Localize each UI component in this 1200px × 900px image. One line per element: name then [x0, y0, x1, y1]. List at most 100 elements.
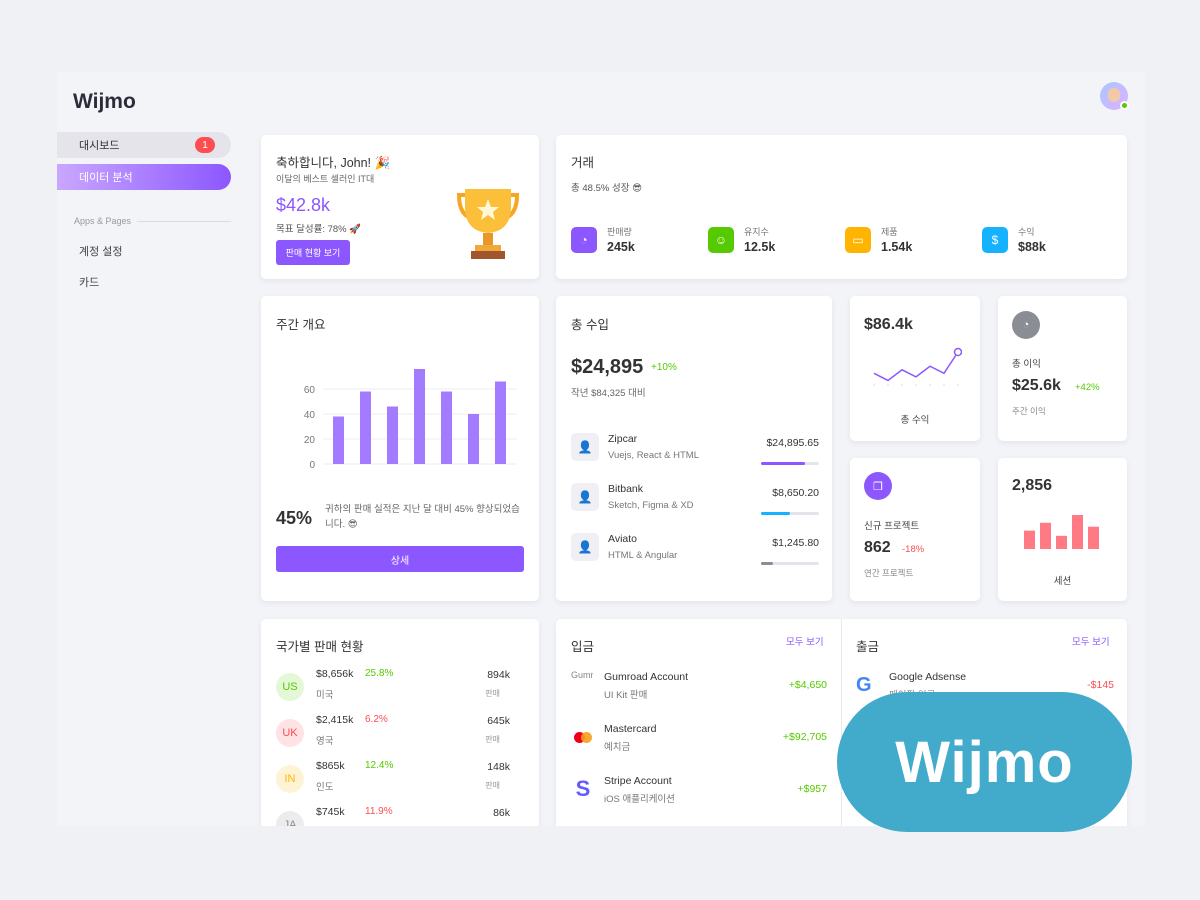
total-revenue-card: $86.4k 총 수익	[850, 296, 980, 441]
user-icon: 👤	[571, 483, 599, 511]
project-sub: 연간 프로젝트	[864, 568, 914, 578]
project-change: -18%	[902, 544, 925, 555]
copy-icon: ❐	[864, 472, 892, 500]
stat-value: 1.54k	[881, 240, 913, 254]
country-row: UK $2,415k 6.2% 영국 645k 판매	[276, 713, 524, 749]
country-change: 25.8%	[365, 668, 394, 679]
deposit-name: Gumroad Account	[604, 671, 689, 683]
y-tick-label: 0	[309, 460, 315, 471]
income-item: 👤 Aviato HTML & Angular $1,245.80	[571, 533, 819, 571]
view-sales-button[interactable]: 판매 현황 보기	[276, 240, 350, 265]
country-change: 6.2%	[365, 714, 388, 725]
income-sub: HTML & Angular	[608, 550, 678, 561]
stat-label: 판매량	[607, 227, 632, 237]
sidebar-item-analytics[interactable]: 데이터 분석	[57, 164, 231, 190]
y-tick-label: 40	[304, 410, 316, 421]
online-status-dot	[1120, 101, 1129, 110]
sidebar-item-dashboard[interactable]: 대시보드 1	[57, 132, 231, 158]
stat-customers: ☺ 유지수 12.5k	[708, 225, 775, 254]
sidebar-item-label: 대시보드	[79, 140, 120, 152]
sidebar-item-account-settings[interactable]: 계정 설정	[79, 246, 123, 258]
stat-value: 12.5k	[744, 240, 776, 254]
stat-revenue: $ 수익 $88k	[982, 225, 1046, 254]
income-name: Aviato	[608, 533, 637, 545]
divider	[841, 619, 842, 826]
income-amount: $8,650.20	[772, 487, 819, 499]
country-unit: 판매	[485, 781, 500, 790]
line-end-point	[953, 347, 962, 357]
stat-label: 제품	[881, 227, 898, 237]
bar	[333, 416, 344, 464]
bar	[387, 406, 398, 464]
user-icon: 👤	[571, 433, 599, 461]
sessions-label: 세션	[1053, 576, 1072, 587]
user-icon: 👤	[571, 533, 599, 561]
transactions-card: 거래 총 48.5% 성장 😎 ◔ 판매량 245k ☺ 유지수 12.5k ▭ 제…	[556, 135, 1127, 279]
bar	[495, 381, 506, 464]
stat-products: ▭ 제품 1.54k	[845, 225, 912, 254]
country-code-badge: JA	[276, 811, 304, 826]
country-amount: $745k	[316, 806, 345, 818]
bar	[360, 391, 371, 464]
deposit-view-all-link[interactable]: 모두 보기	[786, 637, 824, 648]
country-name: 영국	[316, 736, 334, 747]
progress-fill	[761, 512, 790, 515]
country-row: US $8,656k 25.8% 미국 894k 판매	[276, 667, 524, 703]
profit-sub: 주간 이익	[1012, 406, 1046, 416]
details-button[interactable]: 상세	[276, 546, 524, 572]
sidebar: 대시보드 1 데이터 분석 Apps & Pages 계정 설정 카드	[57, 132, 237, 302]
country-name: 일본	[316, 825, 333, 826]
sidebar-item-cards[interactable]: 카드	[79, 277, 100, 289]
country-amount: $8,656k	[316, 668, 354, 680]
deposit-row: S Stripe Account iOS 애플리케이션 +$957	[571, 773, 827, 809]
laptop-icon: ▭	[845, 226, 871, 253]
withdraw-view-all-link[interactable]: 모두 보기	[1072, 637, 1110, 648]
transactions-growth: 총 48.5% 성장 😎	[571, 183, 642, 194]
congrats-subtitle: 이달의 베스트 셀러인 IT대	[276, 174, 375, 184]
profit-label: 총 이익	[1012, 359, 1041, 370]
stat-label: 수익	[1018, 227, 1035, 237]
country-unit: 판매	[485, 735, 500, 744]
pie-chart-icon: ◔	[1012, 311, 1040, 339]
session-bar	[1072, 515, 1083, 549]
deposit-sub: UI Kit 판매	[604, 690, 648, 701]
user-avatar[interactable]	[1100, 82, 1129, 110]
dollar-icon: $	[982, 226, 1008, 253]
profit-value: $25.6k	[1012, 377, 1061, 394]
deposit-sub: 예치금	[604, 742, 631, 753]
income-amount: $24,895.65	[766, 437, 819, 449]
progress-fill	[761, 562, 773, 565]
session-bar	[1040, 522, 1051, 549]
wijmo-watermark: Wijmo	[837, 692, 1132, 832]
country-amount: $2,415k	[316, 714, 354, 726]
progress-bar	[761, 562, 819, 565]
session-bar	[1024, 530, 1035, 549]
country-code-badge: IN	[276, 765, 304, 793]
sessions-card: 2,856 세션	[998, 458, 1127, 601]
new-project-card: ❐ 신규 프로젝트 862 -18% 연간 프로젝트	[850, 458, 980, 601]
country-count: 86k	[493, 807, 510, 819]
user-icon: ☺	[708, 226, 734, 253]
country-amount: $865k	[316, 760, 345, 772]
country-name: 인도	[316, 782, 334, 793]
deposit-name: Stripe Account	[604, 775, 672, 787]
y-tick-label: 20	[304, 435, 316, 446]
deposit-amount: +$92,705	[782, 731, 827, 743]
transactions-title: 거래	[571, 156, 595, 170]
country-name: 미국	[316, 690, 334, 701]
income-item: 👤 Zipcar Vuejs, React & HTML $24,895.65	[571, 433, 819, 471]
revenue-label: 총 수익	[900, 415, 930, 426]
stat-value: $88k	[1018, 240, 1046, 254]
congrats-amount: $42.8k	[276, 195, 331, 215]
pie-chart-icon: ◔	[571, 226, 597, 253]
total-income-card: 총 수입 $24,895 +10% 작년 $84,325 대비 👤 Zipcar V…	[556, 296, 832, 601]
revenue-value: $86.4k	[864, 316, 913, 333]
session-bar	[1056, 535, 1067, 549]
withdraw-name: Google Adsense	[889, 671, 967, 683]
weekly-percent: 45%	[276, 508, 313, 528]
deposit-row: Mastercard 예치금 +$92,705	[571, 721, 827, 757]
deposit-amount: +$957	[797, 783, 828, 795]
deposit-title: 입금	[571, 640, 595, 654]
session-bar	[1088, 526, 1099, 549]
progress-fill	[761, 462, 805, 465]
